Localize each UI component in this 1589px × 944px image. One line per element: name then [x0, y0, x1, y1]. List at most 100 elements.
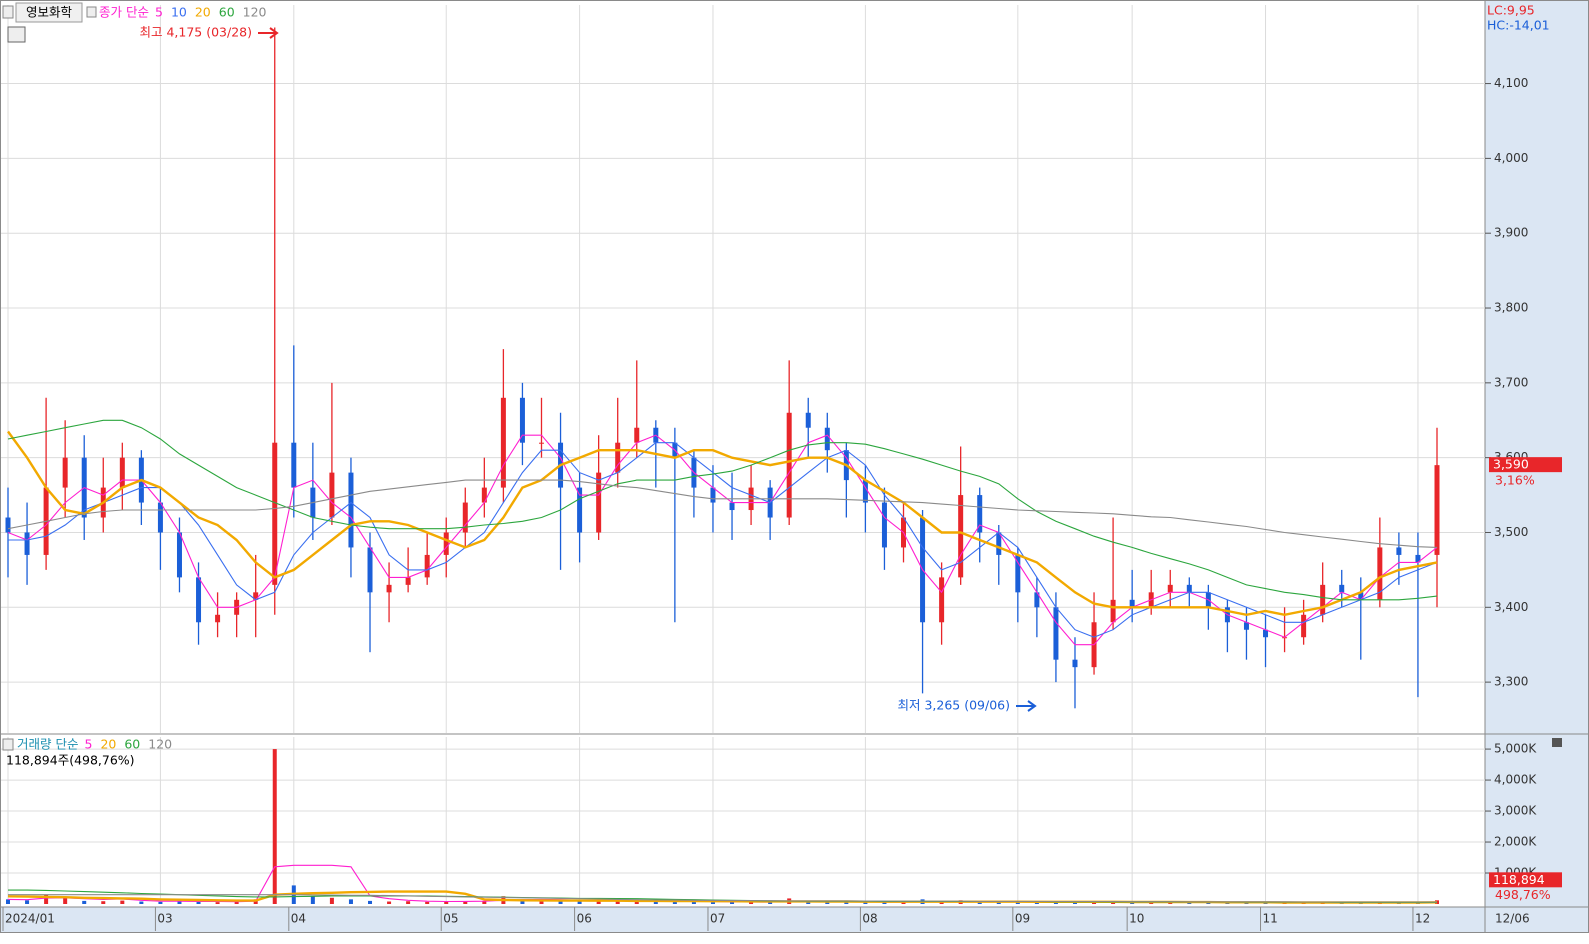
volume-bar — [806, 901, 811, 904]
candle-body — [805, 412, 811, 428]
candle-body — [519, 397, 525, 443]
y-tick-label: 5,000K — [1494, 742, 1537, 756]
volume-bar — [215, 902, 220, 904]
volume-bar — [1034, 902, 1039, 904]
volume-bar — [825, 901, 830, 904]
x-tick-label: 08 — [862, 912, 877, 926]
candle-body — [1186, 584, 1192, 593]
grid-icon[interactable] — [7, 26, 26, 43]
volume-bar — [730, 901, 735, 904]
candle-body — [481, 487, 487, 503]
candle-body — [24, 532, 30, 555]
volume-bar — [329, 897, 334, 904]
overlay: 영보화학 LC:9,95 HC:-14,01 최고 4,175 (03/28) … — [2, 2, 1562, 926]
candle-body — [443, 532, 449, 555]
volume-bar — [234, 901, 239, 904]
y-tick-label: 3,000K — [1494, 804, 1537, 818]
candle-body — [1339, 584, 1345, 593]
volume-info: 118,894주(498,76%) — [6, 753, 135, 768]
volume-bar — [1206, 902, 1211, 904]
arrow — [258, 27, 279, 39]
candle-body — [996, 532, 1002, 555]
x-tick-label: 10 — [1129, 912, 1144, 926]
y-tick-label: 3,300 — [1494, 675, 1528, 689]
candle-body — [119, 457, 125, 488]
candle-body — [272, 442, 278, 585]
ma-line — [8, 894, 1437, 903]
volume-bar — [272, 749, 277, 904]
volume-bar — [634, 900, 639, 904]
volume-bar — [139, 901, 144, 904]
volume-bar — [539, 900, 544, 904]
volume-bar — [844, 902, 849, 904]
arrow — [1016, 700, 1037, 712]
candle-body — [615, 442, 621, 473]
stock-button[interactable] — [15, 2, 83, 23]
volume-bar — [672, 900, 677, 904]
plot — [5, 27, 1440, 904]
candle-body — [596, 472, 602, 533]
legend-entry: 5 — [155, 5, 163, 20]
legend-entry: 5 — [84, 737, 92, 752]
volume-bar — [520, 899, 525, 904]
legend-title: 종가 단순 — [99, 5, 149, 20]
x-tick-label: 09 — [1015, 912, 1030, 926]
volume-bar — [901, 902, 906, 904]
close-button[interactable] — [1552, 738, 1562, 747]
volume-bar — [158, 901, 163, 904]
candle-body — [215, 614, 221, 623]
volume-bar — [177, 901, 182, 904]
candle-body — [348, 472, 354, 548]
volume-bar — [615, 900, 620, 904]
candle-body — [824, 427, 830, 451]
candle-body — [1320, 584, 1326, 615]
legend-entry: 60 — [219, 5, 235, 20]
stock-name[interactable]: 영보화학 — [26, 5, 73, 20]
icon — [2, 5, 14, 19]
candle-body — [1434, 465, 1440, 555]
candle-body — [1072, 659, 1078, 668]
candle-body — [939, 577, 945, 623]
volume-bar — [1015, 902, 1020, 904]
volume-bar — [387, 901, 392, 904]
ma-line — [7, 430, 1438, 617]
candle-body — [1263, 629, 1269, 638]
candle-body — [1301, 614, 1307, 638]
volume-bar — [863, 902, 868, 904]
volume-bar — [25, 900, 30, 904]
x-tick-label: 04 — [291, 912, 306, 926]
volume-tag-label: 118,894 — [1493, 872, 1545, 887]
volume-bar — [977, 901, 982, 904]
y-tick-label: 3,500 — [1494, 525, 1528, 539]
legend-title: 거래량 단순 — [17, 737, 78, 752]
volume-bar — [444, 901, 449, 904]
legend-entry: 120 — [148, 737, 172, 752]
volume-bar — [749, 902, 754, 904]
icon — [86, 6, 97, 18]
icon — [2, 738, 14, 751]
end-date-label: 12/06 — [1495, 912, 1530, 926]
volume-bar — [482, 900, 487, 904]
ma-line — [7, 434, 1438, 646]
candle-body — [1110, 599, 1116, 623]
candle-body — [424, 554, 430, 578]
volume-bar — [596, 901, 601, 904]
candle-body — [862, 480, 868, 503]
x-tick-label: 06 — [577, 912, 592, 926]
volume-bar — [463, 901, 468, 904]
candle-body — [1377, 547, 1383, 600]
candle-body — [1243, 622, 1249, 630]
legend-entry: 120 — [243, 5, 267, 20]
y-tick-label: 3,900 — [1494, 226, 1528, 240]
volume-bar — [710, 902, 715, 904]
volume-bar — [63, 898, 68, 904]
price-tag-label: 3,590 — [1493, 457, 1529, 472]
candle-body — [291, 442, 297, 488]
y-tick-label: 4,000K — [1494, 773, 1537, 787]
volume-bar — [996, 902, 1001, 904]
candle-body — [157, 502, 163, 533]
candle-body — [1396, 547, 1402, 555]
volume-bar — [882, 902, 887, 904]
